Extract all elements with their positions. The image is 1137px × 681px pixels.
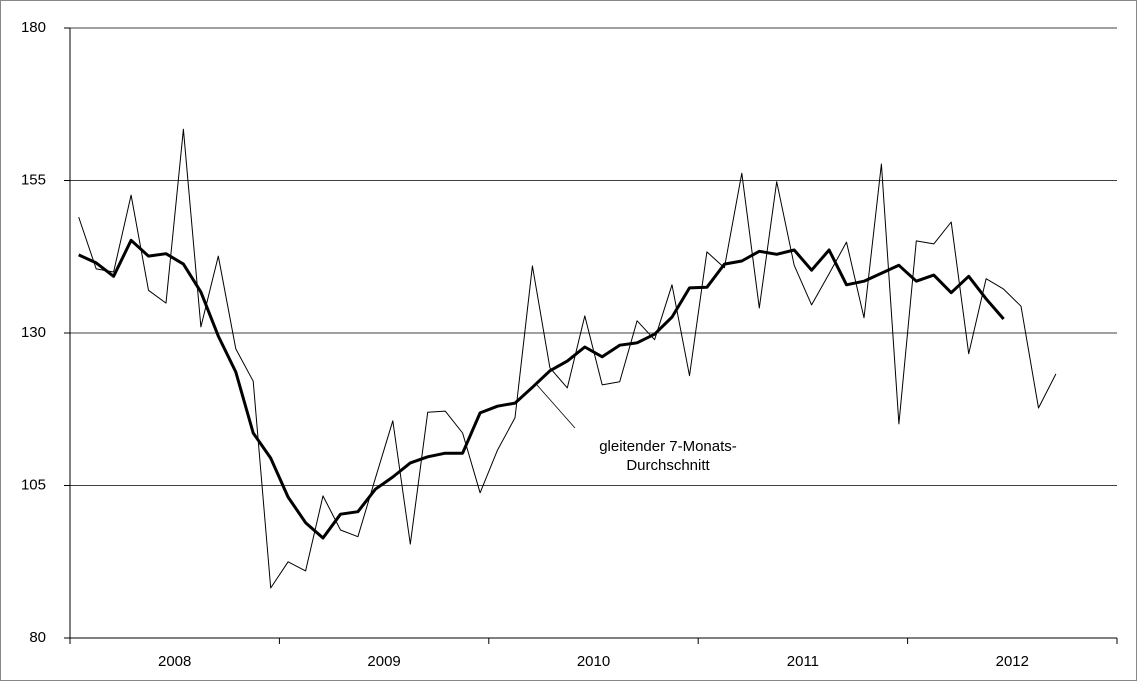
annotation: Durchschnitt (626, 457, 710, 474)
y-tick-label: 180 (21, 19, 46, 36)
x-tick-label: 2010 (577, 653, 610, 670)
y-tick-label: 130 (21, 324, 46, 341)
x-tick-label: 2011 (787, 653, 819, 670)
y-tick-label: 155 (21, 171, 46, 188)
y-tick-label: 105 (21, 476, 46, 493)
series-line (78, 238, 1005, 540)
y-tick-label: 80 (29, 629, 46, 646)
annotation-pointer (536, 384, 576, 429)
x-tick-label: 2009 (367, 653, 400, 670)
annotation: gleitender 7-Monats- (599, 438, 737, 455)
x-tick-label: 2008 (158, 653, 191, 670)
x-tick-label: 2012 (996, 653, 1029, 670)
series-line (78, 128, 1057, 589)
